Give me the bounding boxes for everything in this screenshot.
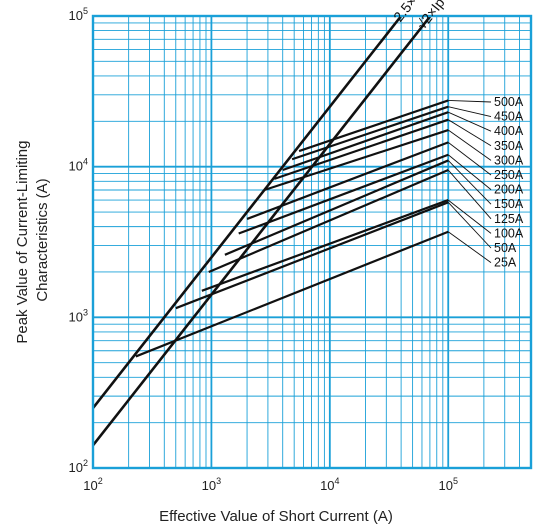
labels: 102 103 104 105102103104105500A450A400A350A…: [69, 6, 524, 493]
series-line-450a: [291, 105, 449, 161]
series-label-450a: 450A: [494, 110, 524, 124]
x-tick-label-base: 10: [202, 478, 216, 493]
y-tick-label-base: 10: [69, 8, 83, 23]
x-tick-label: 103: [202, 476, 221, 493]
leader-line-500a: [448, 100, 492, 103]
series-line-125a: [208, 169, 449, 273]
leader-line-200a: [447, 154, 492, 190]
series-label-25a: 25A: [494, 256, 517, 270]
series-label-500a: 500A: [494, 95, 524, 109]
leader-line-450a: [448, 106, 492, 118]
series-label-350a: 350A: [494, 139, 524, 153]
leader-line-350a: [447, 119, 492, 147]
y-axis-label-line-2: Characteristics (A): [34, 178, 51, 301]
x-tick-label: 104: [320, 476, 339, 493]
reference-line-sqrt2xip: [91, 15, 432, 447]
y-tick-label-exponent: 3: [83, 307, 88, 317]
series-label-100a: 100A: [494, 226, 524, 240]
series-label-300a: 300A: [494, 153, 524, 167]
series-line-50a: [175, 201, 449, 310]
series-label-250a: 250A: [494, 168, 524, 182]
series-label-200a: 200A: [494, 183, 524, 197]
x-tick-label: 102: [83, 476, 102, 493]
leader-line-100a: [447, 199, 492, 234]
series-label-400a: 400A: [494, 124, 524, 138]
y-tick-label: 105: [69, 6, 88, 23]
grid: [93, 16, 531, 468]
series-line-300a: [264, 129, 449, 192]
reference-line-2.5xip: [91, 15, 403, 409]
leader-line-300a: [447, 129, 492, 161]
x-tick-label-exponent: 3: [216, 476, 221, 486]
leader-line-125a: [447, 169, 492, 220]
y-tick-label-exponent: 4: [83, 157, 88, 167]
y-tick-label-exponent: 5: [83, 6, 88, 16]
x-tick-label-exponent: 5: [453, 476, 458, 486]
leader-line-400a: [448, 111, 492, 132]
y-axis-label: Peak Value of Current-Limiting Character…: [14, 136, 51, 343]
series-line-150a: [224, 159, 449, 256]
y-tick-label-base: 10: [69, 159, 83, 174]
series-line-400a: [282, 111, 449, 172]
y-axis-label-line-1: Peak Value of Current-Limiting: [14, 141, 31, 344]
x-tick-label-exponent: 4: [335, 476, 340, 486]
y-tick-label-base: 10: [69, 309, 83, 324]
series-label-50a: 50A: [494, 241, 517, 255]
x-axis-label: Effective Value of Short Current (A): [159, 508, 393, 525]
y-tick-label: 104: [69, 157, 88, 174]
y-tick-label-exponent: 2: [83, 458, 88, 468]
series-line-25a: [135, 230, 449, 358]
x-tick-label-base: 10: [320, 478, 334, 493]
series-line-350a: [273, 118, 449, 180]
series-label-125a: 125A: [494, 212, 524, 226]
leader-line-150a: [447, 160, 492, 205]
x-tick-label: 105: [438, 476, 457, 493]
x-tick-label-exponent: 2: [98, 476, 103, 486]
leader-line-250a: [447, 141, 492, 176]
leader-line-50a: [447, 202, 492, 249]
reference-lines: [91, 15, 432, 447]
series-line-500a: [298, 99, 449, 153]
series-line-100a: [201, 199, 449, 292]
series-line-200a: [238, 153, 449, 235]
plot-frame: [91, 14, 533, 470]
x-tick-label-base: 10: [438, 478, 452, 493]
label-leaders: [447, 100, 492, 263]
leader-line-25a: [447, 231, 492, 263]
y-tick-label: 103: [69, 307, 88, 324]
y-tick-label: 102: [69, 458, 88, 475]
x-tick-label-base: 10: [83, 478, 97, 493]
series-label-150a: 150A: [494, 197, 524, 211]
y-tick-label-base: 10: [69, 460, 83, 475]
